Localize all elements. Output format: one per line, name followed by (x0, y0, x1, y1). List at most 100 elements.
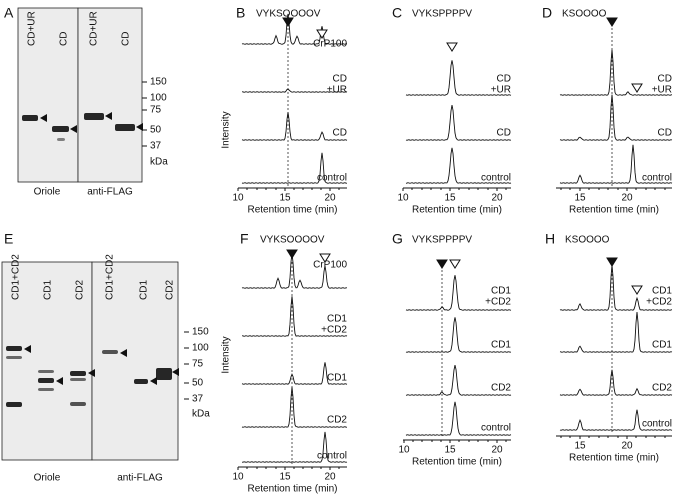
lane-label: CD1+CD2 (11, 254, 22, 300)
caption: anti-FLAG (117, 473, 163, 484)
marker-label: 150 (192, 327, 209, 338)
panel-label: E (4, 231, 13, 247)
panel-label: F (240, 231, 249, 247)
trace-label: CD1 (327, 373, 347, 384)
marker-label: 75 (150, 105, 162, 116)
band (156, 368, 172, 380)
panel-label: H (545, 231, 555, 247)
trace (405, 365, 512, 396)
trace (559, 94, 673, 141)
trace-label: CrP100 (313, 39, 347, 50)
x-tick-label: 20 (491, 445, 503, 456)
marker-label: 50 (192, 378, 204, 389)
trace (405, 317, 512, 353)
x-tick-label: 15 (444, 445, 456, 456)
trace-label: control (642, 173, 672, 184)
caption: anti-FLAG (87, 187, 133, 198)
marker-label: 100 (192, 343, 209, 354)
trace-label: control (317, 173, 347, 184)
lane-label: CD (121, 32, 132, 46)
trace (405, 147, 512, 184)
trace-label: CD1 (491, 286, 511, 297)
x-axis-label: Retention time (min) (412, 205, 502, 216)
marker-label: 150 (150, 77, 167, 88)
panel-label: G (392, 231, 403, 247)
lane-label: CD2 (75, 280, 86, 300)
trace (241, 13, 347, 45)
trace-label: CD1 (652, 286, 672, 297)
band (38, 378, 54, 383)
band (38, 388, 54, 391)
gel-image (17, 7, 79, 183)
trace (559, 144, 673, 184)
trace-label: CD1 (491, 340, 511, 351)
x-tick-label: 20 (621, 193, 633, 204)
caption: Oriole (34, 187, 61, 198)
x-tick-label: 20 (324, 193, 336, 204)
open-marker (316, 29, 328, 39)
trace-label: +UR (652, 85, 672, 96)
marker-label: 50 (150, 125, 162, 136)
x-tick-label: 20 (324, 472, 336, 483)
band-arrow (120, 349, 127, 357)
x-tick-label: 15 (279, 193, 291, 204)
trace-label: control (481, 423, 511, 434)
open-marker (631, 83, 643, 93)
y-axis-label: Intensity (221, 336, 232, 373)
band (6, 356, 22, 359)
band (134, 379, 148, 384)
marker-label: kDa (150, 157, 168, 168)
filled-marker (436, 259, 448, 269)
band (52, 126, 69, 132)
peptide-title: VYKSOOOOV (260, 235, 325, 246)
open-marker (446, 42, 458, 52)
band-arrow (136, 123, 143, 131)
x-axis-label: Retention time (min) (569, 453, 659, 464)
peptide-title: VYKSPPPPV (412, 235, 472, 246)
trace-label: CD (497, 128, 511, 139)
filled-marker (606, 257, 618, 267)
band-arrow (56, 377, 63, 385)
band (6, 346, 22, 351)
trace-label: CD (333, 128, 347, 139)
x-tick-label: 10 (397, 193, 409, 204)
band-arrow (24, 345, 31, 353)
band (57, 138, 65, 141)
trace-label: CrP100 (313, 260, 347, 271)
panel-label: C (392, 5, 402, 21)
trace-label: CD2 (491, 383, 511, 394)
y-axis-label: Intensity (221, 111, 232, 148)
gel-image (91, 261, 179, 461)
x-axis-label: Retention time (min) (247, 205, 337, 216)
band (84, 113, 104, 120)
band (6, 402, 22, 407)
band-arrow (172, 368, 179, 376)
trace (241, 112, 348, 141)
x-tick-label: 10 (232, 193, 244, 204)
filled-marker (282, 17, 294, 27)
trace-label: +CD2 (321, 325, 347, 336)
lane-label: CD1+CD2 (105, 254, 116, 300)
band (70, 402, 86, 406)
trace (242, 431, 348, 463)
trace (242, 88, 348, 93)
x-axis-label: Retention time (min) (247, 484, 337, 494)
x-tick-label: 10 (398, 445, 410, 456)
x-tick-label: 20 (491, 193, 503, 204)
trace-label: control (317, 451, 347, 462)
open-marker (449, 259, 461, 269)
filled-marker (606, 17, 618, 27)
trace (405, 60, 512, 96)
trace-label: +CD2 (485, 297, 511, 308)
band (38, 370, 54, 373)
trace-label: +CD2 (646, 297, 672, 308)
trace-label: control (481, 173, 511, 184)
band-arrow (105, 112, 112, 120)
band (70, 378, 86, 381)
band (115, 124, 135, 131)
trace (559, 49, 673, 96)
lane-label: CD2 (165, 280, 176, 300)
band-arrow (150, 377, 157, 385)
marker-label: 37 (150, 141, 162, 152)
